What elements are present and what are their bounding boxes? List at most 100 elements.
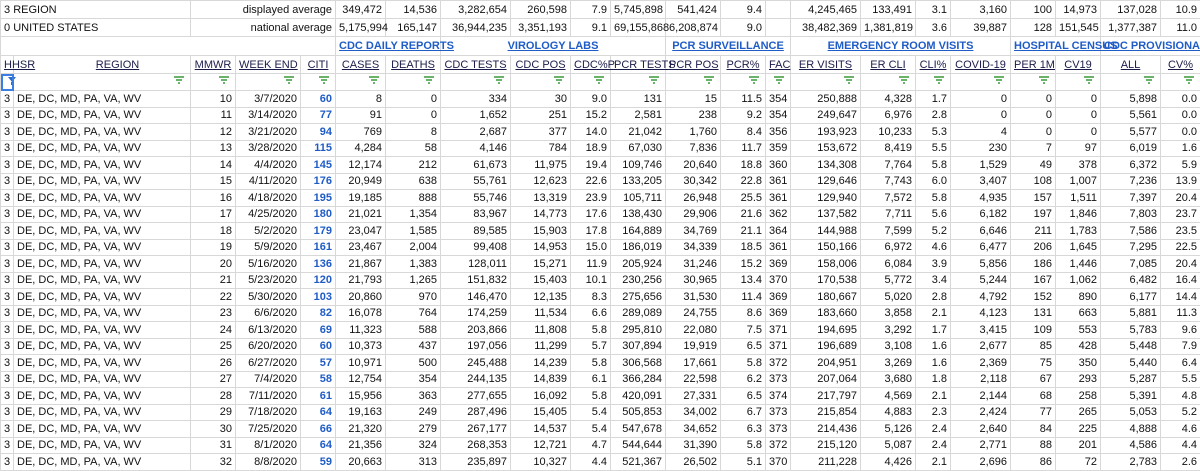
filter-cell[interactable] (765, 73, 792, 91)
data-cell: 7,586 (1100, 222, 1162, 240)
filter-cell[interactable] (335, 73, 387, 91)
group-header[interactable]: HOSPITAL CENSUS (1010, 36, 1118, 56)
data-cell: 28 (190, 387, 236, 405)
citi-link[interactable]: 120 (299, 271, 337, 289)
citi-link[interactable]: 145 (299, 156, 337, 174)
column-header[interactable]: ER VISITS (790, 55, 862, 74)
column-header[interactable]: FAC (765, 55, 792, 74)
column-header[interactable]: REGION (13, 55, 191, 74)
data-cell: 11.3 (1160, 304, 1200, 322)
column-header[interactable]: CDC TESTS (440, 55, 512, 74)
citi-link[interactable]: 176 (299, 172, 337, 190)
citi-link[interactable]: 195 (299, 189, 337, 207)
summary-value: 3,160 (950, 0, 1012, 19)
data-cell: DE, DC, MD, PA, VA, WV (13, 123, 191, 141)
column-header[interactable]: HHSR (0, 55, 35, 74)
filter-cell[interactable] (1055, 73, 1102, 91)
filter-cell[interactable] (915, 73, 952, 91)
summary-value: 260,598 (510, 0, 572, 19)
data-cell: 20,860 (335, 288, 387, 306)
filter-row (0, 73, 1200, 91)
data-cell: 2.4 (915, 420, 952, 438)
citi-link[interactable]: 103 (299, 288, 337, 306)
filter-cell[interactable] (950, 73, 1012, 91)
data-cell: 13.4 (720, 271, 767, 289)
column-header[interactable]: CITI (299, 55, 337, 74)
citi-link[interactable]: 179 (299, 222, 337, 240)
data-cell: DE, DC, MD, PA, VA, WV (13, 139, 191, 157)
filter-cell[interactable] (190, 73, 236, 91)
citi-link[interactable]: 60 (299, 90, 337, 108)
data-cell: 91 (335, 106, 387, 124)
filter-cell[interactable] (385, 73, 442, 91)
citi-link[interactable]: 82 (299, 304, 337, 322)
data-cell: 3 (0, 123, 14, 141)
column-header[interactable]: ALL (1100, 55, 1162, 74)
column-header[interactable]: CDC%P (570, 55, 615, 74)
citi-link[interactable]: 64 (299, 403, 337, 421)
filter-cell[interactable] (0, 73, 16, 91)
filter-cell[interactable] (610, 73, 667, 91)
column-header[interactable]: COVID-19 (950, 55, 1012, 74)
column-header[interactable]: PCR TESTS (610, 55, 676, 74)
citi-link[interactable]: 69 (299, 321, 337, 339)
column-header[interactable]: CASES (335, 55, 387, 74)
citi-link[interactable]: 94 (299, 123, 337, 141)
data-cell: 2.8 (915, 288, 952, 306)
column-header[interactable]: PCR POS (665, 55, 722, 74)
data-cell: 378 (1055, 156, 1102, 174)
data-cell: 11,299 (510, 337, 572, 355)
citi-link[interactable]: 64 (299, 436, 337, 454)
data-cell: 109 (1010, 321, 1057, 339)
column-header[interactable]: CV19 (1055, 55, 1102, 74)
column-header[interactable]: WEEK END (235, 55, 301, 74)
data-cell: 354 (765, 90, 792, 108)
filter-cell[interactable] (665, 73, 722, 91)
citi-link[interactable]: 136 (299, 255, 337, 273)
column-header-row: HHSR REGION MMWR WEEK END CITI CASES DEATHS CDC… (0, 55, 1200, 74)
group-header[interactable]: EMERGENCY ROOM VISITS (790, 36, 1012, 56)
filter-cell[interactable] (235, 73, 301, 91)
filter-cell[interactable] (720, 73, 767, 91)
column-header[interactable]: MMWR (190, 55, 236, 74)
data-cell: 22 (190, 288, 236, 306)
group-header[interactable]: PCR SURVEILLANCE (665, 36, 792, 56)
group-header[interactable]: CDC DAILY REPORTS (335, 36, 454, 56)
citi-link[interactable]: 61 (299, 387, 337, 405)
data-cell: 12,174 (335, 156, 387, 174)
data-cell: 22.8 (720, 172, 767, 190)
citi-link[interactable]: 66 (299, 420, 337, 438)
citi-link[interactable]: 60 (299, 337, 337, 355)
data-cell: 0 (950, 106, 1012, 124)
citi-link[interactable]: 58 (299, 370, 337, 388)
filter-cell[interactable] (790, 73, 862, 91)
filter-cell[interactable] (1160, 73, 1200, 91)
data-cell: 8,419 (860, 139, 917, 157)
group-header[interactable]: VIROLOGY LABS (440, 36, 667, 56)
filter-cell[interactable] (860, 73, 917, 91)
citi-link[interactable]: 77 (299, 106, 337, 124)
column-header[interactable]: PER 1M (1010, 55, 1057, 74)
summary-value: 5,745,898 (610, 0, 667, 19)
filter-cell[interactable] (440, 73, 512, 91)
column-header[interactable]: DEATHS (385, 55, 442, 74)
filter-cell[interactable] (570, 73, 612, 91)
filter-cell[interactable] (13, 73, 191, 91)
filter-cell[interactable] (1100, 73, 1162, 91)
group-header[interactable]: CDC PROVISIONAL DEATHS (1100, 36, 1200, 56)
citi-link[interactable]: 59 (299, 453, 337, 471)
citi-link[interactable]: 57 (299, 354, 337, 372)
filter-cell[interactable] (299, 73, 337, 91)
column-header[interactable]: CDC POS (510, 55, 572, 74)
filter-cell[interactable] (510, 73, 572, 91)
column-header[interactable]: PCR% (720, 55, 767, 74)
citi-link[interactable]: 180 (299, 205, 337, 223)
citi-link[interactable]: 161 (299, 238, 337, 256)
column-header[interactable]: CV% (1160, 55, 1200, 74)
filter-cell[interactable] (1010, 73, 1057, 91)
citi-link[interactable]: 115 (299, 139, 337, 157)
data-cell: 164,889 (610, 222, 667, 240)
column-header[interactable]: CLI% (915, 55, 952, 74)
data-cell: 11,323 (335, 321, 387, 339)
column-header[interactable]: ER CLI (860, 55, 917, 74)
